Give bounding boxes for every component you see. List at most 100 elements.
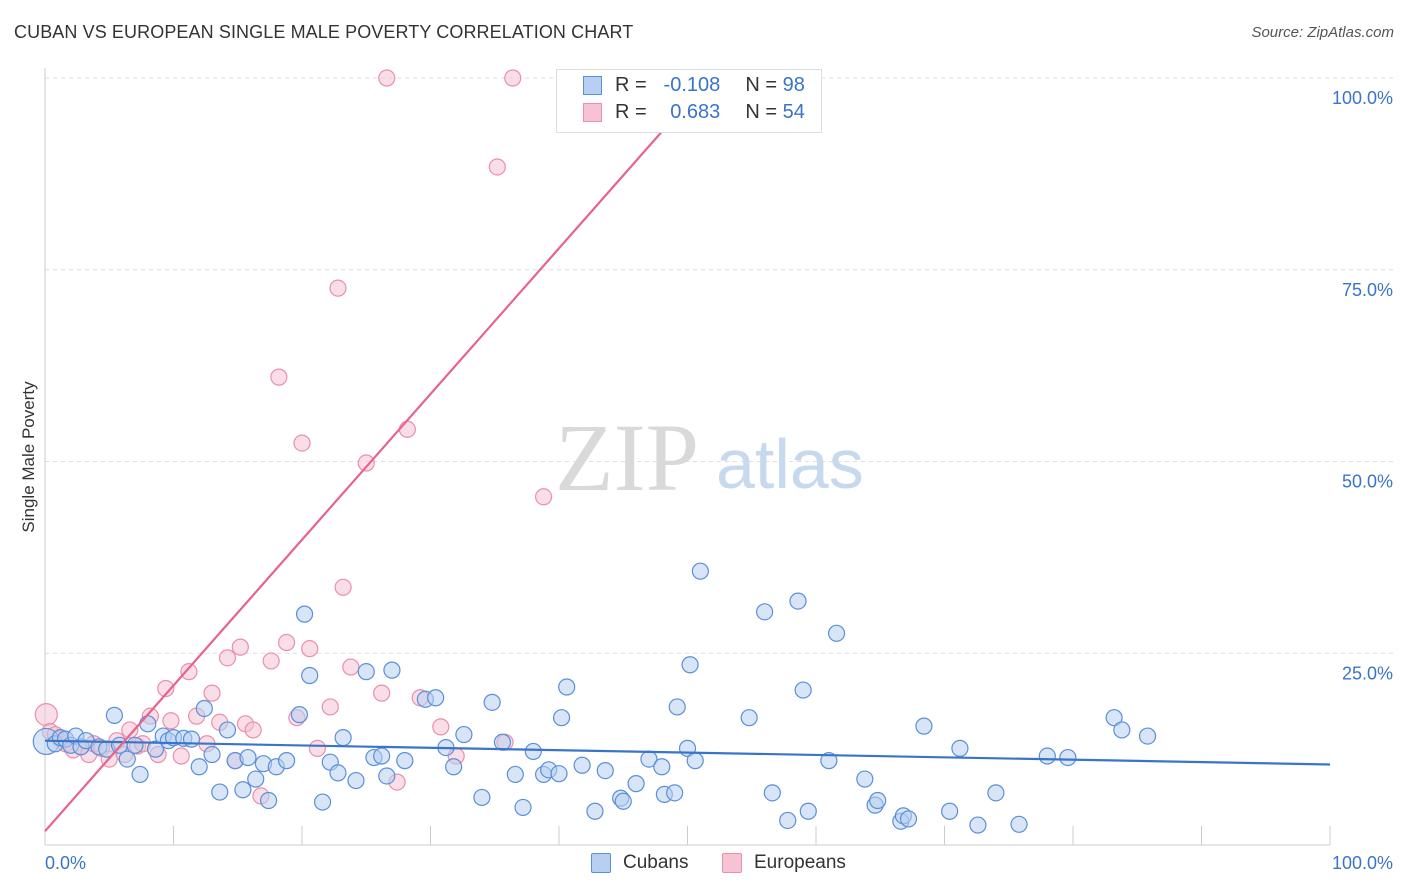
cuban-point [239,748,257,767]
europeans-legend-swatch [722,853,742,873]
watermark-atlas: atlas [716,425,864,503]
y-tick-label: 100.0% [1332,88,1393,108]
r-label: R = [615,74,647,96]
cuban-point [195,699,213,718]
n-label: N = [745,101,778,123]
european-point [157,679,175,698]
trend-lines [44,101,1331,832]
cuban-point [614,792,632,810]
cuban-point [105,706,123,724]
cuban-point [146,740,165,758]
cuban-point [347,771,365,790]
european-point [244,721,262,739]
cuban-point [118,750,136,768]
cuban-point [334,729,352,747]
european-point [262,652,280,670]
cuban-point [301,666,319,685]
cuban-point [378,767,396,785]
cuban-point [218,721,237,739]
cuban-point [552,709,571,727]
european-point [218,649,237,667]
cuban-point [987,784,1005,802]
cuban-point [1010,815,1028,833]
cuban-point [856,770,874,788]
source-label: Source: ZipAtlas.com [1251,24,1394,41]
cuban-point [514,798,532,817]
european-point [231,638,249,656]
cuban-point [493,733,512,751]
european-point [488,158,506,176]
european-point [293,434,311,452]
european-point [334,578,352,596]
watermark-zip: ZIP [555,404,699,511]
european-point [329,279,347,297]
y-axis-label: Single Male Poverty [19,381,38,533]
cuban-point [396,752,414,770]
european-point [321,698,339,716]
x-tick-label: 0.0% [45,853,86,873]
cuban-point [915,717,933,735]
cuban-point [357,663,375,681]
cuban-point [445,758,463,776]
gridlines [45,77,1395,654]
cuban-point [691,562,709,580]
european-point [34,703,58,727]
cuban-point [483,693,501,711]
cuban-point [799,802,817,820]
european-point [432,718,450,736]
cuban-point [259,791,278,810]
cuban-point [1138,727,1157,745]
cuban-point [373,747,391,765]
chart-title: CUBAN VS EUROPEAN SINGLE MALE POVERTY CO… [14,22,634,42]
cuban-point [586,802,604,820]
cuban-point [653,758,671,776]
correlation-legend: R = -0.108 N = 98 R = 0.683 N = 54 [556,69,822,133]
cuban-point [203,745,221,764]
cuban-point [1038,747,1056,765]
european-point [172,747,190,765]
cuban-point [131,765,149,784]
cuban-point [941,802,959,820]
cuban-point [550,765,568,783]
cuban-point [247,770,265,788]
cubans-points [32,562,1157,834]
cuban-point [686,752,704,770]
x-tick-label: 100.0% [1332,853,1393,873]
cuban-point [182,730,201,748]
cuban-point [558,678,576,696]
n-value: 98 [782,74,805,96]
european-point [357,454,375,472]
cuban-point [627,775,645,793]
cuban-point [789,592,807,610]
y-tick-label: 75.0% [1342,280,1393,300]
european-point [308,739,327,757]
cuban-point [524,742,542,761]
european-point [121,721,139,739]
cuban-point [211,783,229,801]
tick-labels: 25.0% 50.0% 75.0% 100.0% 0.0% 100.0% [45,88,1393,873]
cuban-point [506,765,524,784]
europeans-trend-line [44,101,689,832]
n-value: 54 [782,101,805,123]
cuban-point [427,689,445,707]
cuban-point [779,811,797,830]
cuban-point [473,788,491,807]
european-point [301,640,319,658]
cuban-point [666,784,684,802]
cuban-point [190,758,208,776]
r-value: -0.108 [663,74,721,96]
europeans-legend-label: Europeans [754,852,846,873]
european-point [534,488,553,506]
cuban-point [1105,709,1123,727]
cuban-point [668,698,686,716]
cubans-trend-line [44,739,1331,766]
cuban-point [234,781,252,799]
cuban-point [329,764,347,782]
european-point [398,420,416,438]
cuban-point [755,603,774,621]
cuban-point [740,709,758,727]
european-point [162,712,180,730]
cuban-point [139,715,157,733]
european-point [277,633,296,652]
